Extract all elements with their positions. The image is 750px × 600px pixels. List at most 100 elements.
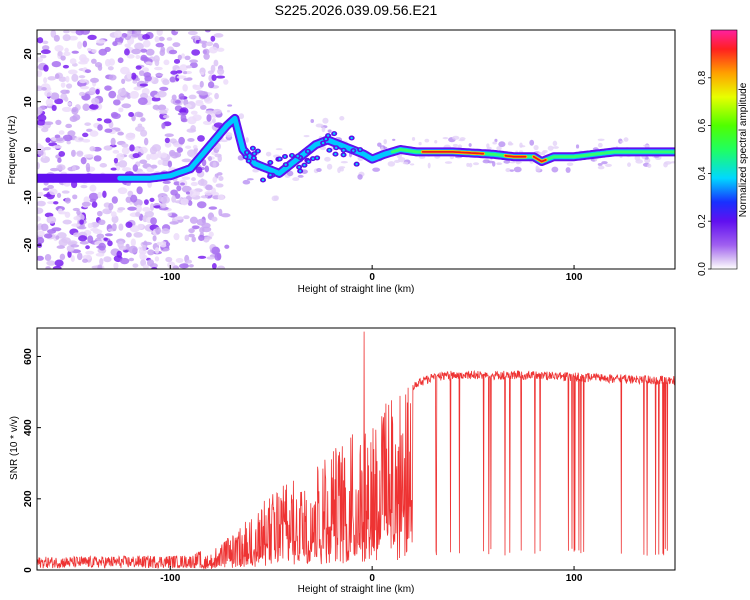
noise-blob — [44, 254, 52, 262]
noise-blob — [208, 231, 214, 237]
noise-blob — [56, 232, 67, 239]
ridge-blob-core — [350, 136, 353, 140]
noise-blob — [65, 75, 70, 83]
noise-blob — [409, 163, 415, 166]
noise-blob — [41, 86, 47, 91]
noise-blob — [208, 206, 218, 210]
noise-blob — [57, 50, 63, 57]
noise-blob — [117, 207, 126, 211]
noise-blob — [135, 125, 145, 132]
ridge-strong-core — [504, 154, 527, 158]
noise-blob — [183, 98, 189, 106]
noise-blob — [204, 190, 213, 196]
y-tick-label: 400 — [23, 419, 34, 436]
noise-blob — [193, 148, 198, 155]
ridge-blob-core — [334, 152, 337, 156]
noise-blob — [88, 87, 97, 95]
noise-blob — [164, 137, 170, 144]
ridge-blob-core — [352, 149, 355, 152]
noise-blob — [79, 240, 89, 245]
noise-blob — [77, 41, 83, 50]
noise-blob — [121, 146, 130, 155]
noise-blob — [202, 48, 210, 55]
noise-blob — [40, 223, 49, 232]
noise-blob — [137, 97, 148, 106]
noise-blob — [63, 51, 71, 56]
noise-blob — [40, 49, 51, 55]
noise-blob — [383, 138, 388, 145]
noise-blob — [124, 48, 130, 56]
noise-blob — [137, 112, 144, 118]
noise-blob — [315, 123, 324, 128]
noise-blob — [98, 48, 108, 56]
noise-blob — [142, 206, 151, 212]
noise-blob — [56, 137, 64, 142]
noise-blob — [188, 189, 198, 198]
noise-blob — [324, 156, 331, 162]
noise-blob — [119, 257, 130, 265]
noise-blob — [459, 137, 466, 141]
noise-blob — [76, 151, 83, 155]
noise-blob — [121, 103, 132, 109]
noise-blob — [71, 165, 77, 172]
ridge-blob-core — [278, 157, 281, 161]
noise-blob — [137, 123, 143, 128]
snr-chart: -100 0 100 0 200 400 600 Height of straight l… — [9, 327, 676, 595]
noise-blob — [170, 189, 178, 196]
noise-blob — [97, 124, 103, 131]
noise-blob — [297, 174, 304, 178]
noise-blob — [130, 238, 136, 247]
noise-blob — [71, 149, 76, 157]
noise-blob — [87, 34, 97, 40]
colorbar-tick-label: 0.2 — [697, 214, 708, 228]
noise-blob — [169, 76, 176, 83]
noise-blob — [138, 146, 148, 154]
colorbar-tick-label: 0.6 — [697, 118, 708, 132]
y-tick-label: -20 — [23, 237, 34, 252]
noise-blob — [98, 219, 106, 226]
noise-blob — [154, 59, 160, 67]
noise-blob — [111, 113, 121, 119]
noise-blob — [211, 74, 217, 81]
noise-blob — [37, 107, 43, 115]
noise-blob — [134, 30, 142, 36]
noise-blob — [162, 180, 171, 184]
noise-blob — [183, 215, 190, 220]
noise-blob — [62, 134, 73, 142]
noise-blob — [207, 81, 215, 89]
noise-blob — [492, 161, 496, 167]
noise-blob — [176, 185, 182, 192]
noise-blob — [118, 107, 124, 113]
noise-blob — [340, 161, 348, 164]
noise-blob — [162, 79, 170, 86]
noise-blob — [377, 142, 382, 147]
noise-blob — [57, 208, 63, 215]
noise-blob — [60, 55, 66, 61]
ridge-blob-core — [252, 156, 256, 160]
noise-blob — [72, 114, 81, 121]
noise-blob — [162, 114, 170, 119]
noise-blob — [37, 191, 44, 197]
noise-blob — [204, 165, 210, 173]
noise-blob — [132, 263, 139, 268]
noise-blob — [197, 179, 208, 187]
noise-blob — [338, 166, 346, 169]
spectrogram-y-axis-label: Frequency (Hz) — [7, 116, 18, 185]
y-tick-label: 200 — [23, 490, 34, 507]
noise-blob — [190, 110, 198, 115]
x-tick-label: 0 — [369, 272, 375, 283]
ridge-blob-core — [290, 154, 294, 157]
noise-blob — [125, 196, 132, 203]
noise-blob — [168, 49, 178, 55]
noise-blob — [205, 110, 214, 114]
noise-blob — [70, 244, 80, 248]
ridge-blob-core — [256, 149, 260, 153]
ridge-blob-core — [296, 154, 299, 158]
noise-blob — [129, 90, 139, 99]
noise-blob — [494, 138, 498, 143]
noise-blob — [103, 237, 108, 241]
noise-blob — [37, 57, 44, 63]
noise-blob — [402, 161, 409, 165]
noise-blob — [91, 49, 97, 54]
